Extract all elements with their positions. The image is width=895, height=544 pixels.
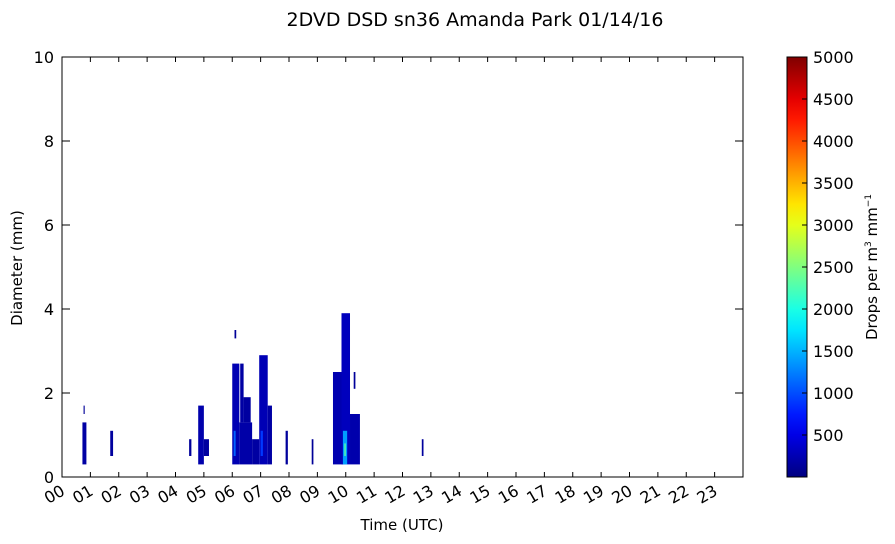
x-tick-label: 16 <box>495 481 522 508</box>
x-tick-label: 09 <box>296 481 323 508</box>
x-tick-label: 14 <box>438 481 465 508</box>
chart-title: 2DVD DSD sn36 Amanda Park 01/14/16 <box>287 9 664 31</box>
heatmap-cell <box>243 397 251 423</box>
colorbar-tick-label: 5000 <box>813 48 854 67</box>
heatmap-cell <box>350 414 360 465</box>
heatmap-cell <box>82 422 87 465</box>
x-tick-label: 19 <box>580 481 607 508</box>
colorbar-tick-label: 2500 <box>813 258 854 277</box>
colorbar-tick-label: 500 <box>813 426 844 445</box>
y-tick-label: 4 <box>44 300 54 319</box>
x-tick-label: 08 <box>268 481 295 508</box>
heatmap-cell <box>203 439 209 456</box>
heatmap-cell <box>332 372 345 465</box>
heatmap-cell <box>421 439 424 456</box>
x-tick-label: 15 <box>466 481 493 508</box>
heatmap-cell <box>353 372 356 389</box>
x-tick-label: 18 <box>552 481 579 508</box>
y-ticks: 0 2 4 6 8 10 <box>34 48 743 487</box>
heatmap-cell <box>259 355 268 465</box>
colorbar-label: Drops per m3 mm−1 <box>863 194 881 340</box>
colorbar-tick-label: 2000 <box>813 300 854 319</box>
heatmap-cells <box>82 313 424 465</box>
heatmap-cell <box>311 439 314 465</box>
y-tick-label: 0 <box>44 468 54 487</box>
x-tick-label: 07 <box>239 481 266 508</box>
x-tick-label: 01 <box>69 481 96 508</box>
colorbar-tick-label: 3500 <box>813 174 854 193</box>
x-tick-label: 12 <box>381 481 408 508</box>
colorbar-tick-label: 1000 <box>813 384 854 403</box>
heatmap-cell <box>267 405 272 465</box>
heatmap-cell <box>233 430 236 456</box>
y-tick-label: 8 <box>44 132 54 151</box>
colorbar-tick-label: 1500 <box>813 342 854 361</box>
x-tick-label: 17 <box>523 481 550 508</box>
x-tick-label: 13 <box>410 481 437 508</box>
x-tick-label: 11 <box>353 481 380 508</box>
heatmap-cell <box>344 443 346 456</box>
x-ticks: 00 01 02 03 04 05 06 07 08 09 10 11 12 13 14 15 16 17 18 19… <box>41 57 721 508</box>
heatmap-cell <box>232 363 240 465</box>
x-tick-label: 10 <box>325 481 352 508</box>
heatmap-cell <box>240 363 244 423</box>
plot-frame <box>61 56 744 478</box>
x-tick-label: 22 <box>665 481 692 508</box>
x-tick-label: 04 <box>154 481 181 508</box>
y-axis-label: Diameter (mm) <box>8 210 26 326</box>
x-tick-label: 06 <box>211 481 238 508</box>
heatmap-cell <box>285 430 288 465</box>
colorbar-ticks: 500 1000 1500 2000 2500 3000 3500 4000 4500 5000 <box>802 48 854 445</box>
colorbar <box>787 57 807 477</box>
heatmap-cell <box>239 422 253 465</box>
colorbar-tick-label: 4500 <box>813 90 854 109</box>
x-tick-label: 21 <box>637 481 664 508</box>
heatmap-cell <box>83 405 85 414</box>
heatmap-cell <box>252 439 260 465</box>
heatmap-cell <box>189 439 192 456</box>
y-tick-label: 2 <box>44 384 54 403</box>
colorbar-tick-label: 3000 <box>813 216 854 235</box>
x-tick-label: 20 <box>608 481 635 508</box>
heatmap-cell <box>198 405 204 465</box>
heatmap-cell <box>110 430 114 456</box>
x-tick-label: 05 <box>183 481 210 508</box>
y-tick-label: 6 <box>44 216 54 235</box>
colorbar-tick-label: 4000 <box>813 132 854 151</box>
x-tick-label: 02 <box>98 481 125 508</box>
x-tick-label: 03 <box>126 481 153 508</box>
x-tick-label: 23 <box>693 481 720 508</box>
heatmap-cell <box>260 430 263 456</box>
heatmap-cell <box>341 313 351 465</box>
x-axis-label: Time (UTC) <box>360 516 444 534</box>
y-tick-label: 10 <box>34 48 54 67</box>
heatmap-cell <box>234 330 237 339</box>
